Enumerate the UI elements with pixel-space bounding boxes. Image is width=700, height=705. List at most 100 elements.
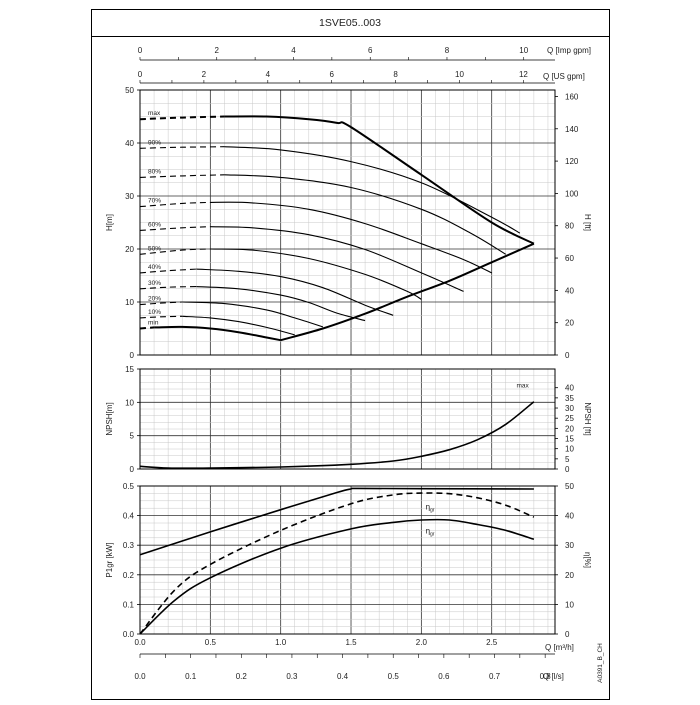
tick-label-right: 20	[565, 571, 574, 580]
tick-label-left: 20	[125, 245, 134, 254]
head-curve-70pct	[210, 201, 492, 274]
tick-label-right: 100	[565, 189, 579, 198]
bottom-tick-label-ls: 0.7	[489, 672, 501, 681]
x-tick-label: 0.0	[134, 638, 146, 647]
top-tick-label-imp: 0	[138, 46, 143, 55]
head-curve-30pct-dashed	[139, 286, 197, 290]
tick-label-left: 0	[130, 465, 135, 474]
tick-label-right: 40	[565, 512, 574, 521]
head-curve-label: 20%	[148, 296, 161, 303]
x-tick-label: 2.5	[486, 638, 498, 647]
tick-label-right: 40	[565, 384, 574, 393]
tick-label-right: 120	[565, 157, 579, 166]
x-tick-label: 1.5	[345, 638, 357, 647]
x-tick-label: 1.0	[275, 638, 287, 647]
npsh-curve-label: max	[517, 383, 530, 390]
side-code: A0391_B_CH	[597, 643, 604, 683]
head-curve-label: min	[148, 320, 159, 327]
tick-label-right: 0	[565, 351, 570, 360]
x-tick-label: 0.5	[205, 638, 217, 647]
tick-label-right: 30	[565, 541, 574, 550]
tick-label-left: 0	[130, 351, 135, 360]
tick-label-right: 60	[565, 254, 574, 263]
bottom-tick-label-ls: 0.0	[134, 672, 146, 681]
bottom-tick-label-ls: 0.1	[185, 672, 197, 681]
tick-label-right: 30	[565, 404, 574, 413]
bottom-tick-label-ls: 0.3	[286, 672, 298, 681]
y-axis-label-left: H[m]	[105, 214, 114, 231]
bottom-tick-label-ls: 0.6	[438, 672, 450, 681]
top-tick-label-us: 4	[266, 70, 271, 79]
x-tick-label: 2.0	[416, 638, 428, 647]
top-tick-label-us: 12	[519, 70, 528, 79]
efficiency-label-solid: ηgr	[426, 526, 435, 537]
efficiency-label-dashed: ηgr	[426, 503, 435, 514]
head-curve-80pct-dashed	[139, 174, 225, 178]
tick-label-right: 5	[565, 455, 570, 464]
efficiency-curve-solid	[139, 518, 535, 635]
top-tick-label-imp: 2	[215, 46, 220, 55]
plot-frame	[139, 485, 556, 635]
tick-label-left: 0.2	[123, 571, 135, 580]
head-curve-70pct-dashed	[139, 201, 211, 208]
y-axis-label-right: NPSH [ft]	[583, 402, 592, 435]
bottom-tick-label-ls: 0.2	[236, 672, 248, 681]
head-curve-label: 70%	[148, 198, 161, 205]
tick-label-right: 10	[565, 600, 574, 609]
y-axis-label-left: P1gr [kW]	[105, 542, 114, 577]
head-curve-label: 50%	[148, 245, 161, 252]
head-curve-label: max	[148, 110, 161, 117]
tick-label-left: 10	[125, 398, 134, 407]
head-curve-label: 80%	[148, 168, 161, 175]
bottom-tick-label-ls: 0.8	[540, 672, 552, 681]
grid-layer	[137, 57, 558, 658]
top-tick-label-us: 8	[393, 70, 398, 79]
head-curve-min-dashed	[139, 326, 155, 330]
bottom-tick-label-ls: 0.4	[337, 672, 349, 681]
tick-label-right: 15	[565, 435, 574, 444]
tick-label-left: 0.5	[123, 482, 135, 491]
top-tick-label-us: 2	[202, 70, 207, 79]
head-curve-max-dashed	[139, 115, 225, 121]
tick-label-right: 20	[565, 424, 574, 433]
top-tick-label-us: 10	[455, 70, 464, 79]
tick-label-left: 40	[125, 139, 134, 148]
tick-label-left: 0.4	[123, 512, 135, 521]
top-axis-label-imp: Q [Imp gpm]	[547, 46, 591, 55]
head-curve-label: 10%	[148, 309, 161, 316]
head-curve-60pct	[210, 226, 464, 292]
tick-label-right: 0	[565, 630, 570, 639]
top-tick-label-imp: 8	[445, 46, 450, 55]
tick-label-right: 0	[565, 465, 570, 474]
head-min-envelope-curve	[280, 242, 535, 342]
tick-label-right: 80	[565, 222, 574, 231]
head-curve-50pct	[210, 248, 422, 300]
head-curve-40pct-dashed	[139, 268, 197, 274]
head-curve-10pct-dashed	[139, 315, 183, 319]
head-curve-20pct-dashed	[139, 301, 183, 306]
npsh-curve	[139, 401, 535, 469]
tick-label-left: 30	[125, 192, 134, 201]
tick-label-left: 15	[125, 365, 134, 374]
head-curve-max	[224, 115, 535, 245]
y-axis-label-right: η[%]	[583, 552, 592, 568]
y-axis-label-right: H [ft]	[583, 214, 592, 231]
head-curve-label: 90%	[148, 139, 161, 146]
bottom-axis-label-ls: Q [l/s]	[543, 672, 564, 681]
head-curve-80pct	[224, 174, 507, 255]
head-curve-90pct	[224, 146, 521, 234]
head-curve-60pct-dashed	[139, 226, 211, 231]
tick-label-left: 10	[125, 298, 134, 307]
head-curve-50pct-dashed	[139, 248, 211, 255]
chart-title: 1SVE05..003	[319, 17, 381, 29]
top-tick-label-us: 6	[329, 70, 334, 79]
tick-label-left: 50	[125, 86, 134, 95]
tick-label-right: 20	[565, 319, 574, 328]
tick-label-right: 25	[565, 414, 574, 423]
plot-frame	[139, 89, 556, 356]
head-curve-40pct	[196, 268, 394, 316]
head-curve-min	[154, 325, 281, 342]
